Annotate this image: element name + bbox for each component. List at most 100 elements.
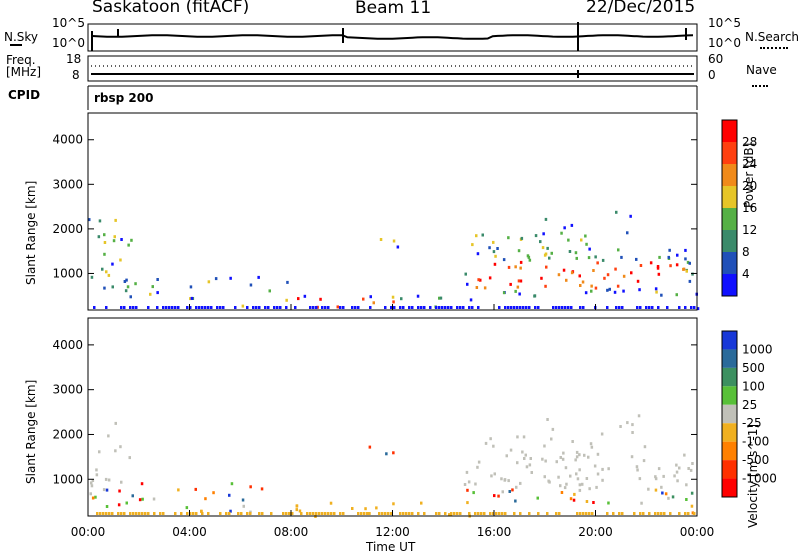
- nave-legend-line: [752, 85, 768, 87]
- power-ground-point: [123, 306, 126, 309]
- power-point: [126, 285, 130, 289]
- power-ground-point: [93, 306, 96, 309]
- power-point: [475, 286, 479, 289]
- power-point: [493, 262, 497, 266]
- power-point: [533, 294, 536, 298]
- velocity-point: [119, 445, 122, 449]
- xtick-label: 12:00: [375, 525, 410, 539]
- velocity-point: [521, 450, 524, 454]
- velocity-ground-point: [513, 512, 516, 515]
- velocity-colorbar-tick-label: 1000: [742, 342, 773, 356]
- power-point: [615, 210, 618, 214]
- power-colorbar-tick-label: 8: [742, 245, 750, 259]
- power-point: [476, 252, 480, 256]
- velocity-ground-point: [546, 512, 549, 515]
- power-ground-point: [657, 306, 660, 309]
- velocity-ground-point: [384, 512, 387, 515]
- velocity-ground-point: [363, 512, 366, 515]
- velocity-point: [141, 497, 144, 501]
- power-ground-point: [258, 306, 261, 309]
- velocity-point: [120, 480, 123, 484]
- power-ground-point: [522, 306, 525, 309]
- power-point: [608, 287, 611, 291]
- power-colorbar-frame: [721, 119, 738, 297]
- power-ground-point: [255, 306, 258, 309]
- velocity-point: [575, 472, 578, 476]
- power-ground-point: [276, 306, 279, 309]
- power-ground-point: [273, 306, 276, 309]
- power-point: [660, 293, 663, 297]
- noise-panel-frame: [87, 23, 698, 52]
- power-point: [125, 278, 128, 282]
- velocity-point: [563, 486, 567, 490]
- velocity-point: [503, 478, 506, 482]
- velocity-point: [497, 494, 500, 498]
- velocity-colorbar-swatch: [722, 349, 737, 368]
- power-ground-point: [558, 306, 561, 309]
- velocity-point: [501, 490, 504, 494]
- power-point: [544, 284, 547, 288]
- velocity-ground-point: [390, 512, 393, 515]
- velocity-ground-point: [588, 512, 591, 515]
- velocity-ground-point: [438, 512, 441, 515]
- velocity-point: [575, 450, 579, 454]
- power-ground-point: [504, 306, 507, 309]
- power-point: [481, 233, 484, 237]
- velocity-ground-point: [558, 512, 561, 515]
- velocity-ground-point: [186, 512, 189, 515]
- velocity-point: [117, 503, 121, 507]
- velocity-point: [638, 477, 642, 481]
- velocity-ground-point: [669, 512, 672, 515]
- velocity-ground-point: [654, 512, 657, 515]
- velocity-point: [474, 482, 477, 486]
- velocity-point: [465, 470, 469, 474]
- velocity-ground-point: [456, 512, 459, 515]
- power-colorbar-swatch: [722, 186, 737, 208]
- freq-left-tick-top: 18: [66, 52, 82, 66]
- velocity-point: [636, 468, 639, 472]
- velocity-ground-point: [123, 512, 126, 515]
- power-point: [545, 265, 548, 269]
- power-ground-point: [579, 306, 582, 309]
- power-ground-point: [567, 306, 570, 309]
- velocity-ground-point: [576, 512, 579, 515]
- power-point: [416, 294, 420, 298]
- velocity-point: [543, 444, 546, 448]
- velocity-point: [522, 435, 526, 439]
- power-point: [570, 223, 574, 227]
- velocity-point: [241, 498, 245, 502]
- velocity-point: [364, 507, 367, 511]
- power-point: [562, 268, 566, 272]
- velocity-point: [675, 463, 678, 467]
- velocity-ground-point: [117, 512, 120, 515]
- velocity-point: [574, 458, 577, 462]
- velocity-point: [654, 477, 658, 481]
- velocity-point: [675, 470, 679, 474]
- velocity-ground-point: [333, 512, 336, 515]
- velocity-point: [249, 485, 252, 489]
- power-point: [189, 285, 193, 289]
- power-point: [518, 292, 521, 296]
- velocity-point: [607, 467, 610, 471]
- power-point: [509, 282, 512, 286]
- power-point: [655, 290, 658, 294]
- power-ground-point: [327, 306, 330, 309]
- velocity-point: [626, 421, 629, 425]
- power-colorbar-tick-label: 28: [742, 135, 757, 149]
- power-point: [297, 297, 300, 301]
- velocity-point: [477, 460, 481, 464]
- power-point: [103, 233, 106, 237]
- power-ground-point: [399, 306, 402, 309]
- power-ground-point: [105, 306, 108, 309]
- velocity-ground-point: [408, 512, 411, 515]
- power-point: [502, 258, 506, 262]
- velocity-point: [687, 467, 690, 470]
- power-point: [496, 247, 499, 250]
- power-point: [286, 280, 289, 284]
- power-point: [438, 296, 441, 300]
- power-point: [130, 238, 133, 242]
- velocity-point: [635, 465, 639, 469]
- velocity-point: [562, 451, 565, 455]
- velocity-point: [91, 479, 95, 482]
- power-point: [241, 304, 245, 308]
